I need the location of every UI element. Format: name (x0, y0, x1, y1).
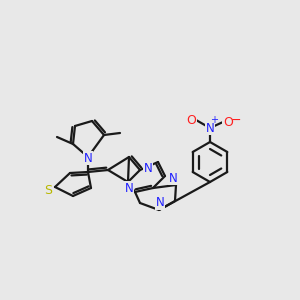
Text: N: N (156, 196, 164, 209)
Text: −: − (231, 113, 241, 127)
Text: O: O (223, 116, 233, 128)
Text: N: N (124, 182, 134, 194)
Text: N: N (84, 152, 92, 164)
Text: S: S (44, 184, 52, 196)
Text: N: N (144, 161, 152, 175)
Text: O: O (186, 113, 196, 127)
Text: N: N (169, 172, 177, 184)
Text: N: N (206, 122, 214, 134)
Text: +: + (210, 115, 218, 125)
